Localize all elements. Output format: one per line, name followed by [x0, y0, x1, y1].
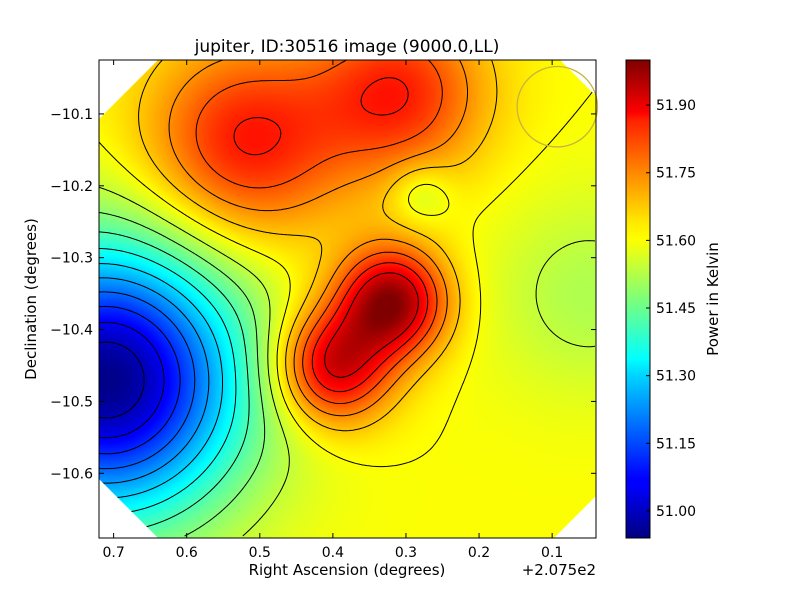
contour-line [99, 341, 145, 419]
x-tick-label: 0.1 [541, 545, 563, 561]
contour-line [99, 263, 223, 499]
x-tick-label: 0.6 [176, 545, 198, 561]
contour-line [99, 248, 237, 515]
contour-line [99, 231, 250, 533]
x-tick-label: 0.5 [249, 545, 271, 561]
x-axis-label: Right Ascension (degrees) [249, 561, 446, 579]
y-tick-label: −10.2 [50, 179, 93, 195]
contour-line [99, 277, 210, 484]
colorbar-tick-label: 51.90 [656, 98, 696, 114]
x-tick-label: 0.7 [102, 545, 124, 561]
heatmap-plot [99, 60, 596, 538]
contour-line [324, 272, 419, 378]
contour-lines [99, 60, 596, 537]
y-tick-label: −10.4 [50, 323, 93, 339]
colorbar-ticks: 51.00 51.15 51.30 51.45 51.60 51.75 51.90 [646, 98, 696, 520]
colorbar-tick-label: 51.60 [656, 233, 696, 249]
x-tick-label: 0.3 [395, 545, 417, 561]
beam-circle [516, 65, 599, 148]
colorbar-tick-label: 51.45 [656, 301, 696, 317]
heatmap-image [99, 60, 596, 538]
y-tick-label: −10.1 [50, 107, 93, 123]
x-offset-label: +2.075e2 [522, 561, 596, 579]
contour-line [99, 186, 596, 537]
contour-line [99, 291, 196, 470]
colorbar-tick-label: 51.75 [656, 166, 696, 182]
colorbar-tick-label: 51.30 [656, 369, 696, 385]
colorbar-tick-label: 51.15 [656, 436, 696, 452]
y-axis-label: Declination (degrees) [22, 218, 40, 380]
x-tick-label: 0.2 [468, 545, 490, 561]
contour-line [138, 60, 498, 432]
colorbar-tick-label: 51.00 [656, 504, 696, 520]
x-tick-label: 0.4 [322, 545, 344, 561]
y-axis-ticks: −10.1 −10.2 −10.3 −10.4 −10.5 −10.6 [50, 107, 596, 482]
y-tick-label: −10.6 [50, 466, 93, 482]
contour-line [195, 60, 443, 404]
colorbar-label: Power in Kelvin [704, 242, 722, 356]
colorbar [625, 59, 651, 539]
contour-line [233, 77, 429, 393]
contour-line [168, 60, 468, 417]
contour-line [99, 306, 181, 455]
y-tick-label: −10.3 [50, 251, 93, 267]
x-axis-ticks: 0.7 0.6 0.5 0.4 0.3 0.2 0.1 [102, 60, 563, 561]
contour-line [99, 212, 266, 537]
contour-line [99, 321, 165, 439]
plot-frame [98, 59, 597, 539]
y-tick-label: −10.5 [50, 394, 93, 410]
chart-title: jupiter, ID:30516 image (9000.0,LL) [194, 37, 500, 57]
